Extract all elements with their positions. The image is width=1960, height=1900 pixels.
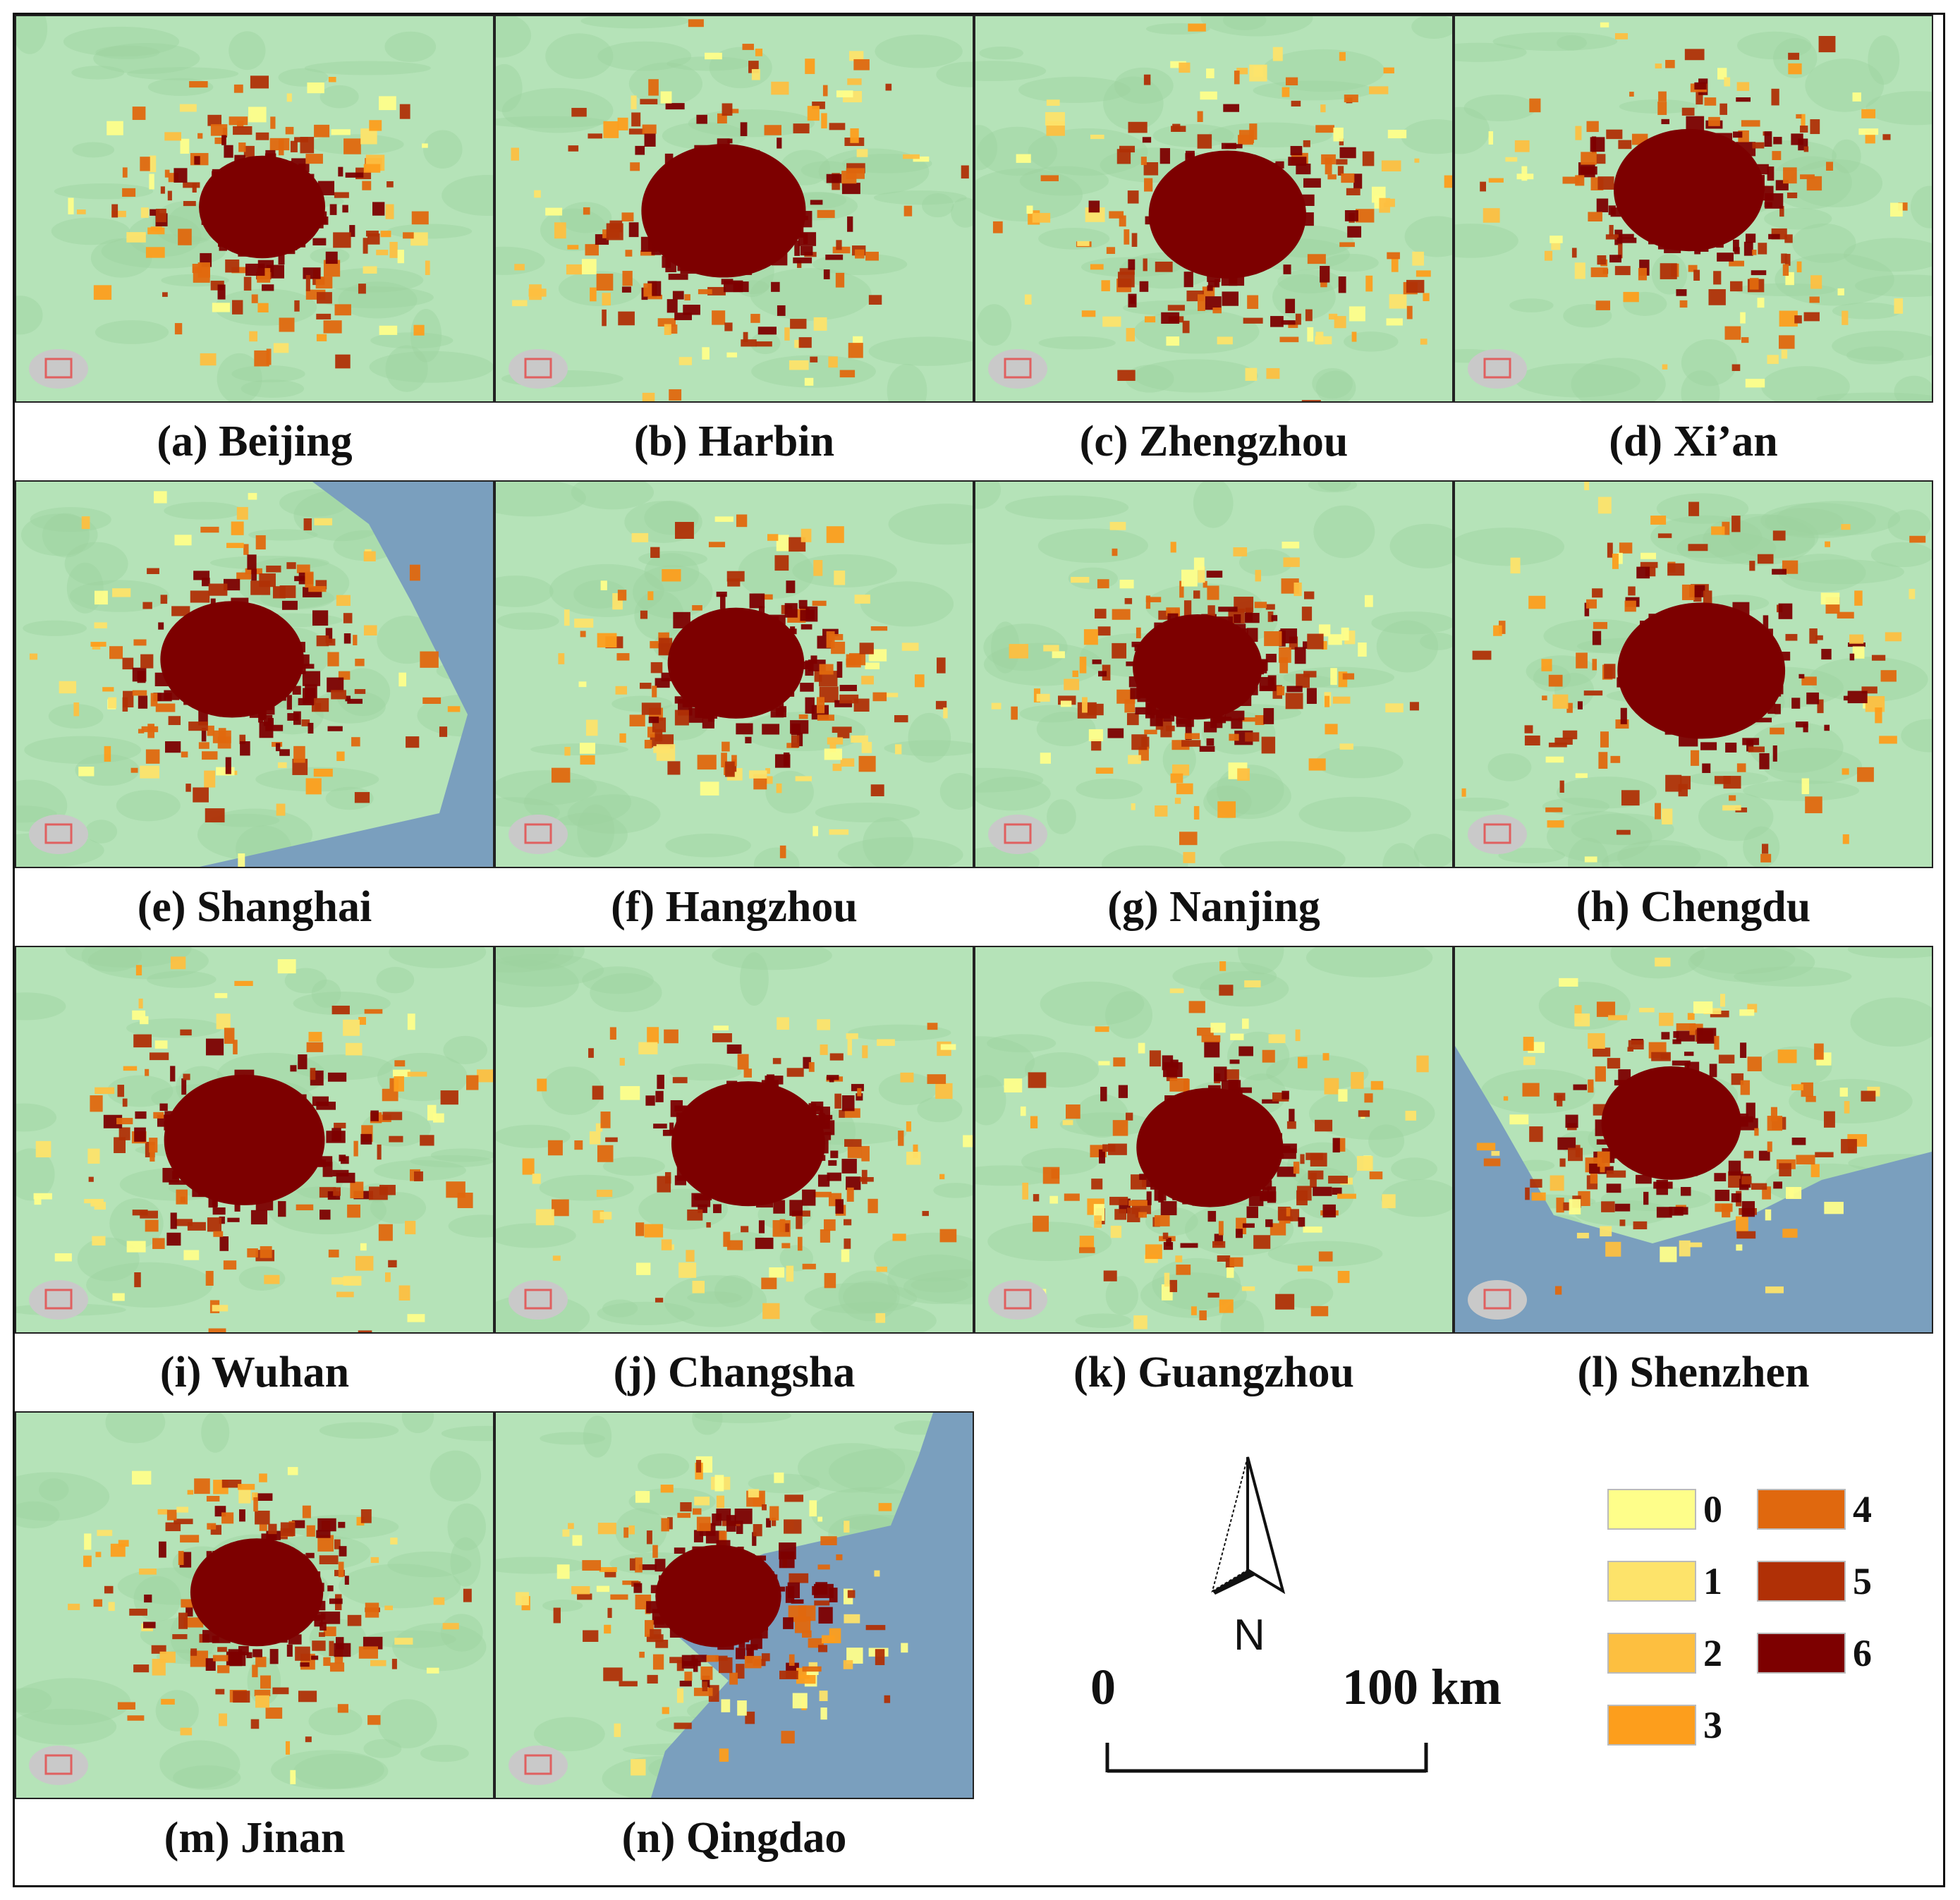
legend-label-6: 6 xyxy=(1853,1632,1872,1674)
scale-bar-end-label: 100 km xyxy=(1342,1659,1502,1715)
figure-frame: (a) Beijing (b) Harbin (c) Zhengzhou (d)… xyxy=(13,13,1945,1887)
legend-label-1: 1 xyxy=(1703,1560,1722,1602)
legend-label-3: 3 xyxy=(1703,1704,1722,1746)
map-panel-hangzhou xyxy=(494,480,974,868)
legend-swatch-2 xyxy=(1607,1633,1696,1674)
caption-beijing: (a) Beijing xyxy=(157,418,353,465)
legend-swatch-1 xyxy=(1607,1561,1696,1602)
caption-zhengzhou: (c) Zhengzhou xyxy=(1079,418,1349,465)
map-panel-shanghai xyxy=(15,480,494,868)
caption-nanjing: (g) Nanjing xyxy=(1107,883,1320,931)
legend-swatch-6 xyxy=(1757,1633,1846,1674)
caption-wuhan: (i) Wuhan xyxy=(159,1348,350,1396)
north-arrow-icon xyxy=(1211,1456,1286,1595)
map-panel-shenzhen xyxy=(1454,946,1933,1334)
legend-label-2: 2 xyxy=(1703,1632,1722,1674)
legend-label-4: 4 xyxy=(1853,1488,1872,1530)
map-panel-chengdu xyxy=(1454,480,1933,868)
caption-guangzhou: (k) Guangzhou xyxy=(1073,1348,1354,1396)
legend-label-0: 0 xyxy=(1703,1488,1722,1530)
north-arrow-label: N xyxy=(1234,1611,1265,1660)
legend-label-5: 5 xyxy=(1853,1560,1872,1602)
caption-jinan: (m) Jinan xyxy=(164,1814,346,1862)
legend-swatch-3 xyxy=(1607,1705,1696,1746)
caption-harbin: (b) Harbin xyxy=(633,418,835,465)
caption-shanghai: (e) Shanghai xyxy=(137,883,372,931)
map-panel-xian xyxy=(1454,15,1933,403)
caption-qingdao: (n) Qingdao xyxy=(621,1814,847,1862)
map-panel-jinan xyxy=(15,1411,494,1799)
map-panel-harbin xyxy=(494,15,974,403)
map-panel-qingdao xyxy=(494,1411,974,1799)
scale-bar xyxy=(1105,1743,1428,1773)
caption-shenzhen: (l) Shenzhen xyxy=(1577,1348,1810,1396)
legend-swatch-0 xyxy=(1607,1489,1696,1530)
map-panel-zhengzhou xyxy=(974,15,1454,403)
legend-swatch-5 xyxy=(1757,1561,1846,1602)
map-panel-nanjing xyxy=(974,480,1454,868)
map-panel-guangzhou xyxy=(974,946,1454,1334)
caption-changsha: (j) Changsha xyxy=(613,1348,856,1396)
caption-chengdu: (h) Chengdu xyxy=(1576,883,1811,931)
legend-swatch-4 xyxy=(1757,1489,1846,1530)
map-panel-beijing xyxy=(15,15,494,403)
caption-hangzhou: (f) Hangzhou xyxy=(611,883,858,931)
caption-xian: (d) Xi’an xyxy=(1609,418,1778,465)
map-panel-changsha xyxy=(494,946,974,1334)
map-panel-wuhan xyxy=(15,946,494,1334)
scale-bar-start-label: 0 xyxy=(1090,1659,1116,1715)
